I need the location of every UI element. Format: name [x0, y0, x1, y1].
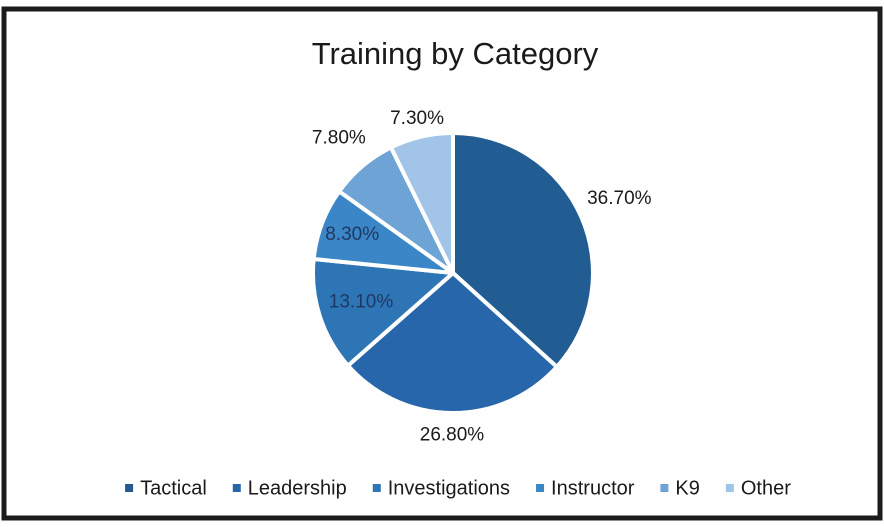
data-label: 13.10% [329, 292, 394, 313]
legend-item: Leadership [232, 477, 347, 499]
legend-label: Tactical [140, 477, 207, 499]
pie-slice [311, 256, 455, 368]
legend-swatch [536, 484, 545, 492]
legend-label: Leadership [248, 477, 347, 499]
legend: Tactical Leadership Investigations Instruct… [125, 477, 791, 499]
pie-slice [451, 131, 595, 369]
legend-swatch [725, 484, 734, 492]
data-label: 8.30% [325, 224, 379, 245]
legend-item: Other [725, 477, 791, 499]
legend-label: Other [741, 477, 791, 499]
pie-slice [345, 271, 559, 415]
legend-swatch [125, 484, 134, 492]
data-labels: 36.70% 26.80% 13.10% 8.30% 7.80% 7.30% [312, 108, 652, 445]
data-label: 36.70% [587, 188, 652, 209]
data-label: 26.80% [420, 424, 485, 445]
legend-label: Investigations [388, 477, 510, 499]
data-label: 7.80% [312, 128, 366, 149]
legend-item: Instructor [536, 477, 635, 499]
legend-item: K9 [660, 477, 700, 499]
legend-swatch [372, 484, 381, 492]
pie-slice [389, 131, 455, 275]
legend-label: Instructor [551, 477, 635, 499]
pie [311, 131, 595, 415]
legend-item: Tactical [125, 477, 207, 499]
legend-swatch [660, 484, 669, 492]
chart-title: Training by Category [312, 36, 599, 71]
legend-swatch [232, 484, 241, 492]
legend-label: K9 [675, 477, 699, 499]
legend-item: Investigations [372, 477, 510, 499]
data-label: 7.30% [390, 108, 444, 129]
